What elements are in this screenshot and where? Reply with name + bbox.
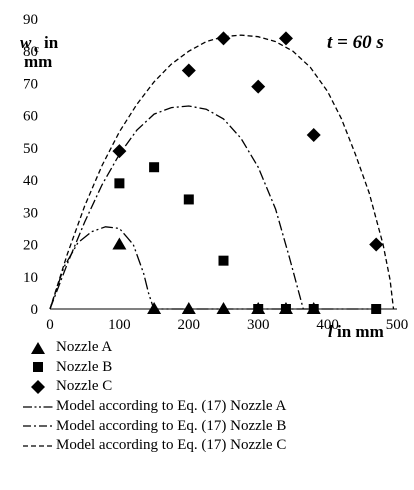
x-tick-label: 0 — [46, 317, 54, 333]
legend-item-nozzle-c: Nozzle C — [22, 377, 412, 397]
model-curve-3 — [49, 226, 377, 310]
ylabel-main: w — [20, 33, 32, 52]
square-data-point — [149, 162, 160, 173]
triangle-marker-icon — [22, 338, 54, 357]
dashed-line-icon — [22, 436, 54, 455]
legend-item-model-a: Model according to Eq. (17) Nozzle A — [22, 397, 412, 417]
legend-label: Nozzle C — [56, 378, 113, 395]
chart-svg: 0 100 200 300 400 500 0 10 20 30 40 50 60 70 80 90 w c … — [20, 12, 408, 340]
x-tick-label: 400 — [316, 317, 339, 333]
legend: Nozzle A Nozzle B Nozzle C Model accordi… — [22, 338, 412, 456]
square-data-point — [308, 304, 319, 314]
square-data-point — [280, 304, 291, 314]
legend-label: Model according to Eq. (17) Nozzle A — [56, 398, 287, 415]
dash-dot-dot-line-icon — [22, 397, 54, 416]
legend-label: Nozzle A — [56, 339, 113, 356]
legend-label: Model according to Eq. (17) Nozzle C — [56, 437, 287, 454]
legend-label: Model according to Eq. (17) Nozzle B — [56, 417, 287, 434]
axis-labels: w c in mm t = 60 s l in mm — [20, 32, 384, 340]
axes: 0 100 200 300 400 500 0 10 20 30 40 50 60 70 80 90 — [23, 12, 408, 333]
diamond-data-point — [278, 31, 293, 46]
ylabel-unit-b: mm — [24, 52, 52, 71]
square-data-point — [218, 255, 229, 266]
x-tick-label: 500 — [386, 317, 409, 333]
legend-item-model-b: Model according to Eq. (17) Nozzle B — [22, 416, 412, 436]
diamond-marker-icon — [22, 377, 54, 396]
ylabel-unit-a: in — [44, 33, 59, 52]
model-curves — [49, 34, 395, 310]
square-data-point — [371, 304, 382, 314]
x-tick-label: 200 — [178, 317, 201, 333]
x-tick-label: 300 — [247, 317, 270, 333]
square-data-point — [114, 178, 125, 189]
triangle-data-point — [216, 302, 231, 314]
y-tick-label: 90 — [23, 12, 38, 28]
legend-item-nozzle-b: Nozzle B — [22, 358, 412, 378]
dash-dot-line-icon — [22, 417, 54, 436]
diamond-data-point — [306, 128, 321, 142]
model-curve-5 — [49, 34, 395, 310]
triangle-data-point — [181, 302, 196, 314]
xlabel: l in mm — [328, 322, 384, 340]
diamond-data-point — [112, 144, 127, 159]
square-marker-icon — [22, 358, 54, 377]
legend-label: Nozzle B — [56, 358, 113, 375]
model-curve-4 — [49, 105, 304, 310]
legend-item-model-c: Model according to Eq. (17) Nozzle C — [22, 436, 412, 456]
y-tick-label: 70 — [23, 76, 38, 92]
diamond-data-point — [369, 237, 384, 252]
diamond-data-point — [216, 31, 231, 46]
square-data-point — [183, 194, 194, 205]
y-tick-label: 50 — [23, 141, 38, 157]
diamond-data-point — [181, 63, 196, 78]
y-tick-label: 20 — [23, 238, 38, 254]
triangle-data-point — [147, 302, 162, 314]
y-tick-label: 10 — [23, 270, 38, 286]
y-tick-label: 0 — [31, 302, 39, 318]
legend-item-nozzle-a: Nozzle A — [22, 338, 412, 358]
y-tick-label: 80 — [23, 44, 38, 60]
data-markers — [112, 31, 384, 314]
y-tick-label: 40 — [23, 173, 38, 189]
x-tick-label: 100 — [108, 317, 131, 333]
ylabel-sub: c — [34, 43, 39, 55]
y-tick-label: 30 — [23, 205, 38, 221]
triangle-data-point — [112, 237, 127, 250]
diamond-data-point — [251, 79, 266, 94]
y-tick-label: 60 — [23, 109, 38, 125]
annotation-time: t = 60 s — [327, 32, 384, 53]
square-data-point — [253, 304, 264, 314]
